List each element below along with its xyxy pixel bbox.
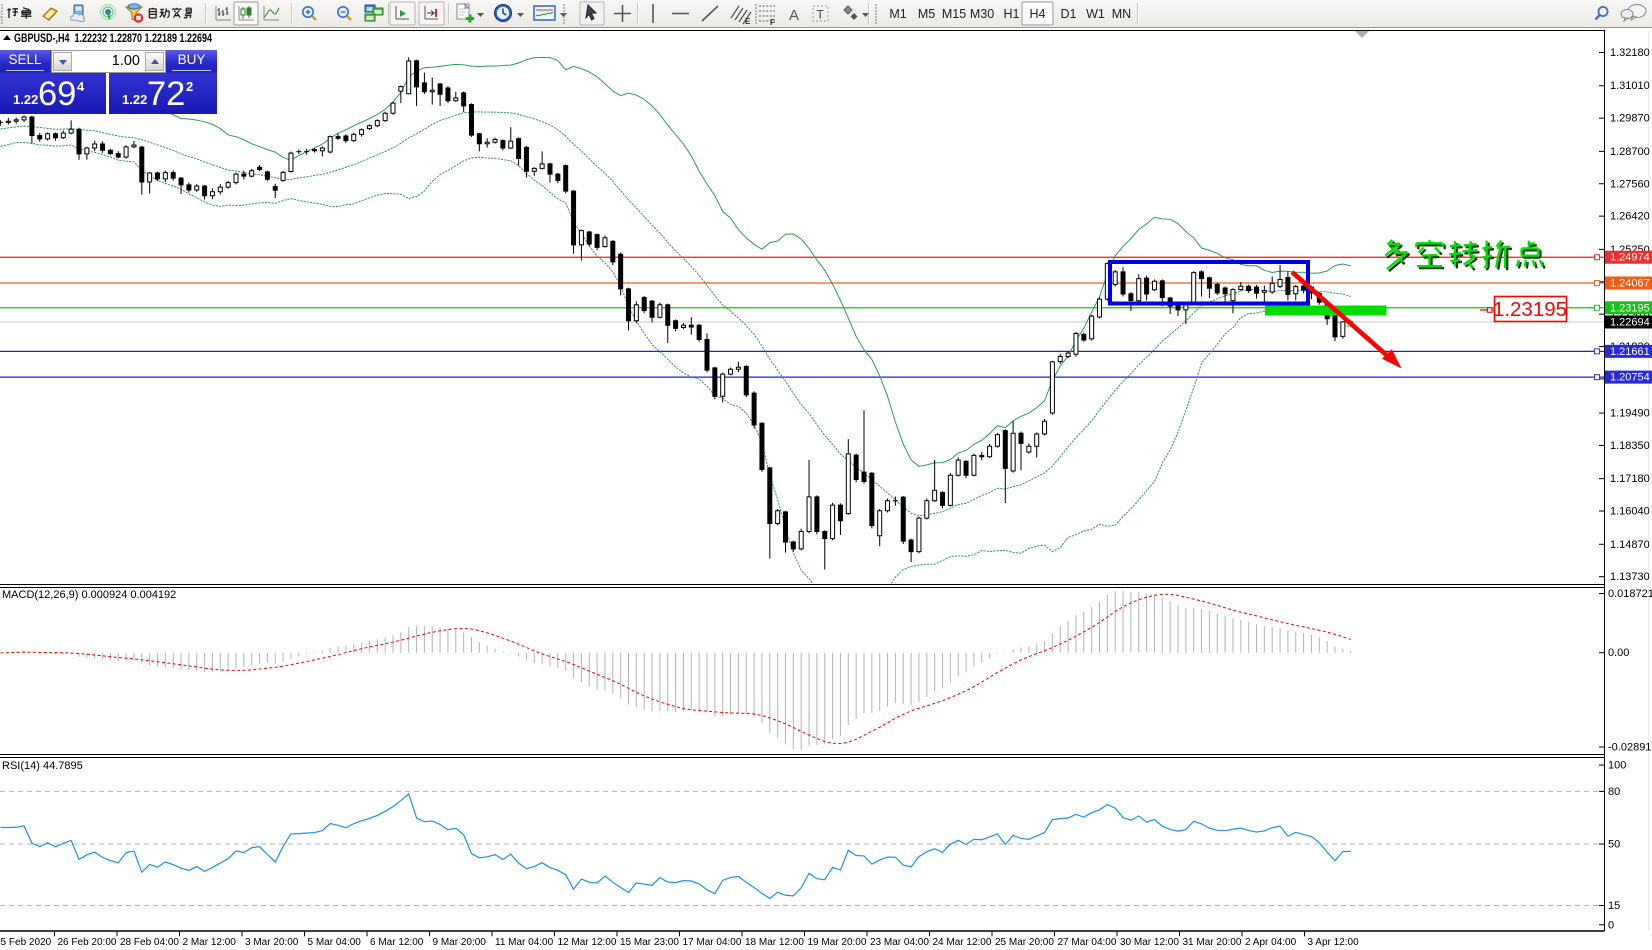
svg-text:GBPUSD-,H4 1.22232 1.22870 1.: GBPUSD-,H4 1.22232 1.22870 1.22189 1.226… [14,33,212,45]
svg-text:25 Feb 2020: 25 Feb 2020 [0,937,52,948]
svg-text:1.32180: 1.32180 [1610,47,1650,59]
svg-text:15 Mar 23:00: 15 Mar 23:00 [620,937,679,948]
svg-text:19 Mar 20:00: 19 Mar 20:00 [808,937,867,948]
svg-text:50: 50 [1608,839,1620,851]
svg-text:A: A [789,7,799,24]
svg-text:27 Mar 04:00: 27 Mar 04:00 [1058,937,1117,948]
svg-text:1.26420: 1.26420 [1610,211,1650,223]
svg-text:M15: M15 [942,7,966,21]
svg-text:1.16040: 1.16040 [1610,506,1650,518]
svg-text:1.13730: 1.13730 [1610,571,1650,583]
svg-text:1.31010: 1.31010 [1610,80,1650,92]
svg-text:0.00: 0.00 [1608,647,1629,659]
svg-text:1.23195: 1.23195 [1493,298,1567,321]
svg-text:1.20754: 1.20754 [1610,372,1650,384]
svg-text:28 Feb 04:00: 28 Feb 04:00 [120,937,179,948]
svg-text:1.24974: 1.24974 [1610,252,1650,264]
svg-text:100: 100 [1608,760,1626,772]
svg-text:9 Mar 20:00: 9 Mar 20:00 [433,937,487,948]
svg-text:E: E [745,17,751,26]
svg-text:H1: H1 [1004,7,1020,21]
svg-text:30 Mar 12:00: 30 Mar 12:00 [1120,937,1179,948]
svg-text:D1: D1 [1061,7,1077,21]
svg-text:23 Mar 04:00: 23 Mar 04:00 [870,937,929,948]
svg-text:1.27560: 1.27560 [1610,178,1650,190]
svg-text:M5: M5 [918,7,935,21]
svg-text:25 Mar 20:00: 25 Mar 20:00 [995,937,1054,948]
svg-text:2 Apr 04:00: 2 Apr 04:00 [1245,937,1297,948]
svg-text:MN: MN [1112,7,1131,21]
svg-text:W1: W1 [1086,7,1105,21]
svg-text:0.018721: 0.018721 [1608,588,1652,600]
svg-text:M1: M1 [889,7,906,21]
svg-text:1.28700: 1.28700 [1610,146,1650,158]
svg-text:1.23195: 1.23195 [1610,302,1650,314]
svg-text:2 Mar 12:00: 2 Mar 12:00 [183,937,237,948]
svg-text:1.21661: 1.21661 [1610,346,1650,358]
svg-text:RSI(14) 44.7895: RSI(14) 44.7895 [2,760,83,772]
svg-text:31 Mar 20:00: 31 Mar 20:00 [1183,937,1242,948]
svg-text:1.29870: 1.29870 [1610,113,1650,125]
svg-text:15: 15 [1608,900,1620,912]
svg-text:1.24067: 1.24067 [1610,277,1650,289]
svg-text:12 Mar 12:00: 12 Mar 12:00 [558,937,617,948]
svg-text:1.17180: 1.17180 [1610,473,1650,485]
svg-text:1.14870: 1.14870 [1610,539,1650,551]
svg-text:0: 0 [1608,919,1614,931]
svg-text:F: F [770,18,775,27]
svg-text:1.18350: 1.18350 [1610,440,1650,452]
svg-text:6 Mar 12:00: 6 Mar 12:00 [370,937,424,948]
svg-text:80: 80 [1608,786,1620,798]
svg-text:3 Mar 20:00: 3 Mar 20:00 [245,937,299,948]
svg-text:T: T [817,8,825,22]
svg-text:24 Mar 12:00: 24 Mar 12:00 [933,937,992,948]
svg-text:3 Apr 12:00: 3 Apr 12:00 [1308,937,1360,948]
svg-text:-0.028913: -0.028913 [1608,742,1652,754]
svg-text:1.22694: 1.22694 [1610,317,1650,329]
svg-text:MACD(12,26,9) 0.000924 0.00419: MACD(12,26,9) 0.000924 0.004192 [2,589,176,601]
svg-text:18 Mar 12:00: 18 Mar 12:00 [745,937,804,948]
svg-text:5 Mar 04:00: 5 Mar 04:00 [308,937,362,948]
svg-text:1.19490: 1.19490 [1610,408,1650,420]
svg-text:H4: H4 [1030,7,1046,21]
svg-text:M30: M30 [970,7,994,21]
svg-text:26 Feb 20:00: 26 Feb 20:00 [58,937,117,948]
svg-text:11 Mar 04:00: 11 Mar 04:00 [495,937,554,948]
svg-text:17 Mar 04:00: 17 Mar 04:00 [683,937,742,948]
